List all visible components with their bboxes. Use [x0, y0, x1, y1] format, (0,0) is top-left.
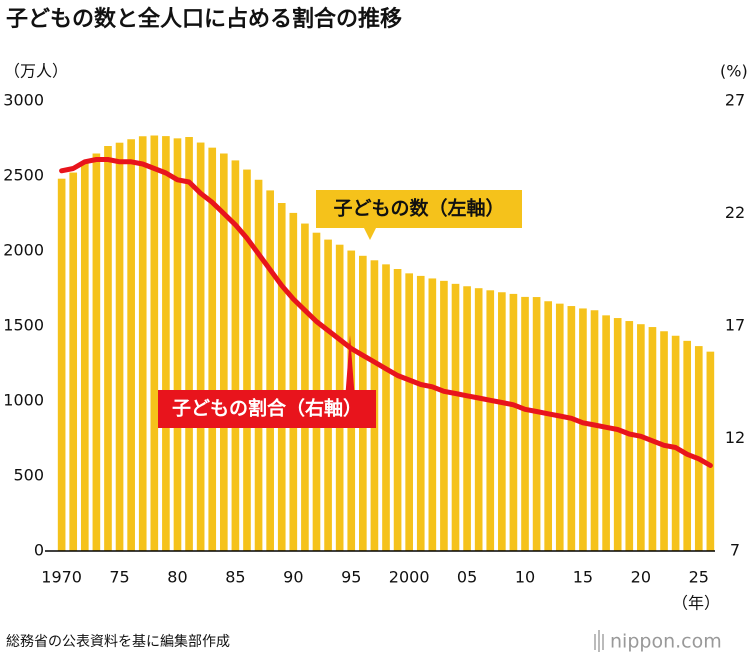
y-tick-label: 2000	[3, 241, 44, 260]
bar	[219, 153, 228, 551]
bar	[544, 301, 553, 551]
x-tick-label: 10	[515, 568, 535, 587]
bar	[590, 310, 599, 551]
annotations: 子どもの数（左軸） 子どもの割合（右軸）	[158, 190, 522, 428]
x-tick-label: 05	[457, 568, 477, 587]
line	[59, 157, 713, 468]
bar	[440, 280, 448, 551]
bar	[405, 273, 413, 551]
bar	[416, 275, 425, 551]
bar	[243, 169, 251, 552]
x-tick-label: 2000	[389, 568, 430, 587]
bar	[57, 178, 66, 551]
bar	[138, 136, 147, 551]
bar	[289, 212, 298, 551]
bar	[150, 135, 159, 551]
x-tick-label: 85	[225, 568, 245, 587]
y-tick-label: 2500	[3, 166, 44, 185]
y2-tick-label: 7	[730, 541, 740, 560]
bar	[80, 162, 89, 551]
bar	[277, 203, 286, 551]
bar	[567, 306, 576, 551]
bar	[69, 172, 78, 552]
legend-box	[158, 390, 376, 428]
bar	[208, 147, 217, 551]
plot-area: 0 500 1000 1500 2000 2500 3000 7 12 17 22 27 1970 75 8…	[3, 91, 745, 587]
bar	[104, 146, 112, 551]
bar	[474, 288, 483, 551]
x-tick-label: 20	[631, 568, 651, 587]
x-tick-label: 80	[167, 568, 187, 587]
bar	[254, 179, 263, 551]
bar	[127, 139, 135, 551]
bar	[683, 340, 692, 551]
y-tick-label: 1500	[3, 316, 44, 335]
y2-tick-label: 12	[725, 428, 745, 447]
bar	[382, 264, 390, 551]
bar	[694, 346, 703, 551]
y-tick-label: 0	[34, 541, 44, 560]
bar	[266, 190, 274, 551]
bar	[660, 331, 668, 551]
y-tick-label: 1000	[3, 391, 44, 410]
bar	[92, 153, 101, 551]
bar	[115, 142, 124, 551]
bar	[532, 297, 541, 551]
bar	[185, 137, 193, 551]
bar	[706, 351, 715, 551]
bar	[671, 335, 680, 551]
bar	[613, 318, 622, 551]
bar	[486, 290, 495, 551]
bar	[451, 283, 460, 551]
bar	[579, 308, 587, 551]
brand: nippon.com	[610, 631, 722, 653]
x-axis-unit: （年）	[672, 594, 720, 613]
bar	[509, 293, 518, 551]
bar	[173, 138, 182, 551]
y-axis-label: （万人）	[4, 62, 68, 81]
chart-title: 子どもの数と全人口に占める割合の推移	[6, 6, 402, 32]
x-tick-label: 15	[573, 568, 593, 587]
brand-icon	[594, 630, 604, 652]
source: 総務省の公表資料を基に編集部作成	[6, 633, 230, 650]
legend-box	[316, 190, 522, 228]
y-tick-label: 3000	[3, 91, 44, 110]
bar	[393, 269, 402, 551]
y2-tick-label: 17	[725, 316, 745, 335]
bar	[428, 278, 437, 551]
legend-label: 子どもの割合（右軸）	[172, 397, 362, 420]
legend-label: 子どもの数（左軸）	[333, 197, 504, 220]
bar	[196, 142, 205, 552]
legend-pointer	[363, 226, 377, 240]
x-tick-label: 25	[689, 568, 709, 587]
bar	[301, 223, 309, 552]
y-tick-label: 500	[13, 466, 44, 485]
x-tick-label: 1970	[41, 568, 82, 587]
bar	[555, 303, 564, 551]
bar	[463, 286, 471, 551]
y2-axis-label: (%)	[720, 62, 748, 81]
y2-tick-label: 22	[725, 203, 745, 222]
y2-tick-label: 27	[725, 91, 745, 110]
x-tick-label: 90	[283, 568, 303, 587]
bar	[162, 136, 170, 551]
bar	[498, 292, 506, 551]
x-tick-label: 75	[109, 568, 129, 587]
bar	[602, 315, 610, 551]
x-tick-label: 95	[341, 568, 361, 587]
bar	[521, 296, 529, 551]
bar	[231, 160, 240, 551]
